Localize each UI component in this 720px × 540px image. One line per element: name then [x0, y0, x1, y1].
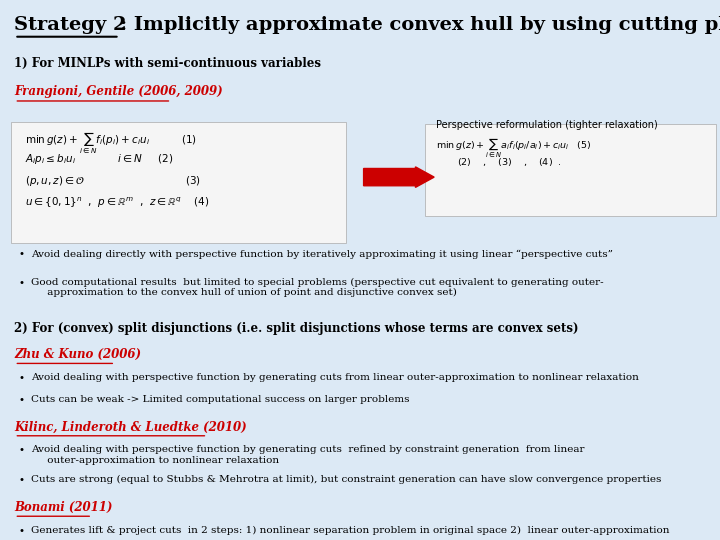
- Text: Bonami (2011): Bonami (2011): [14, 501, 113, 514]
- Text: •: •: [18, 249, 24, 260]
- Text: •: •: [18, 446, 24, 456]
- FancyBboxPatch shape: [11, 122, 346, 243]
- Text: Cuts can be weak -> Limited computational success on larger problems: Cuts can be weak -> Limited computationa…: [31, 395, 410, 404]
- Text: $u \in \{0,1\}^n$  ,  $p \in \mathbb{R}^m$  ,  $z \in \mathbb{R}^q$    (4): $u \in \{0,1\}^n$ , $p \in \mathbb{R}^m$…: [25, 195, 210, 210]
- Text: $A_i p_i \leq b_i u_i$             $i \in N$     (2): $A_i p_i \leq b_i u_i$ $i \in N$ (2): [25, 152, 174, 166]
- Text: •: •: [18, 526, 24, 536]
- Text: Avoid dealing with perspective function by generating cuts from linear outer-app: Avoid dealing with perspective function …: [31, 373, 639, 382]
- Text: Avoid dealing with perspective function by generating cuts  refined by constrain: Avoid dealing with perspective function …: [31, 446, 585, 465]
- Text: Kilinc, Linderoth & Luedtke (2010): Kilinc, Linderoth & Luedtke (2010): [14, 421, 247, 434]
- FancyBboxPatch shape: [425, 124, 716, 216]
- Text: Cuts are strong (equal to Stubbs & Mehrotra at limit), but constraint generation: Cuts are strong (equal to Stubbs & Mehro…: [31, 475, 662, 484]
- Text: •: •: [18, 278, 24, 288]
- Text: Good computational results  but limited to special problems (perspective cut equ: Good computational results but limited t…: [31, 278, 603, 297]
- Text: 2) For (convex) split disjunctions (i.e. split disjunctions whose terms are conv: 2) For (convex) split disjunctions (i.e.…: [14, 322, 579, 335]
- Text: Avoid dealing directly with perspective function by iteratively approximating it: Avoid dealing directly with perspective …: [31, 249, 613, 259]
- Text: •: •: [18, 475, 24, 485]
- Text: Strategy 2: Strategy 2: [14, 16, 127, 34]
- Text: $(p, u, z) \in \mathcal{O}$                               (3): $(p, u, z) \in \mathcal{O}$ (3): [25, 174, 202, 188]
- Text: 1) For MINLPs with semi-continuous variables: 1) For MINLPs with semi-continuous varia…: [14, 57, 321, 70]
- Text: Zhu & Kuno (2006): Zhu & Kuno (2006): [14, 348, 141, 361]
- Text: $\min\,g(z) + \sum_{i \in N} a_i f_i(p_i/a_i) + c_i u_i$   (5): $\min\,g(z) + \sum_{i \in N} a_i f_i(p_i…: [436, 136, 591, 160]
- Text: Frangioni, Gentile (2006, 2009): Frangioni, Gentile (2006, 2009): [14, 85, 223, 98]
- Text: $\min\,g(z) + \sum_{i \in N} f_i(p_i) + c_i u_i$          (1): $\min\,g(z) + \sum_{i \in N} f_i(p_i) + …: [25, 131, 197, 156]
- Text: •: •: [18, 373, 24, 383]
- Text: Perspective reformulation (tighter relaxation): Perspective reformulation (tighter relax…: [436, 120, 657, 130]
- Text: : Implicitly approximate convex hull by using cutting planes: : Implicitly approximate convex hull by …: [120, 16, 720, 34]
- Text: •: •: [18, 395, 24, 405]
- FancyArrow shape: [364, 167, 434, 187]
- Text: $(2)$    ,    $(3)$    ,    $(4)$  .: $(2)$ , $(3)$ , $(4)$ .: [457, 156, 562, 167]
- Text: Generates lift & project cuts  in 2 steps: 1) nonlinear separation problem in or: Generates lift & project cuts in 2 steps…: [31, 526, 670, 535]
